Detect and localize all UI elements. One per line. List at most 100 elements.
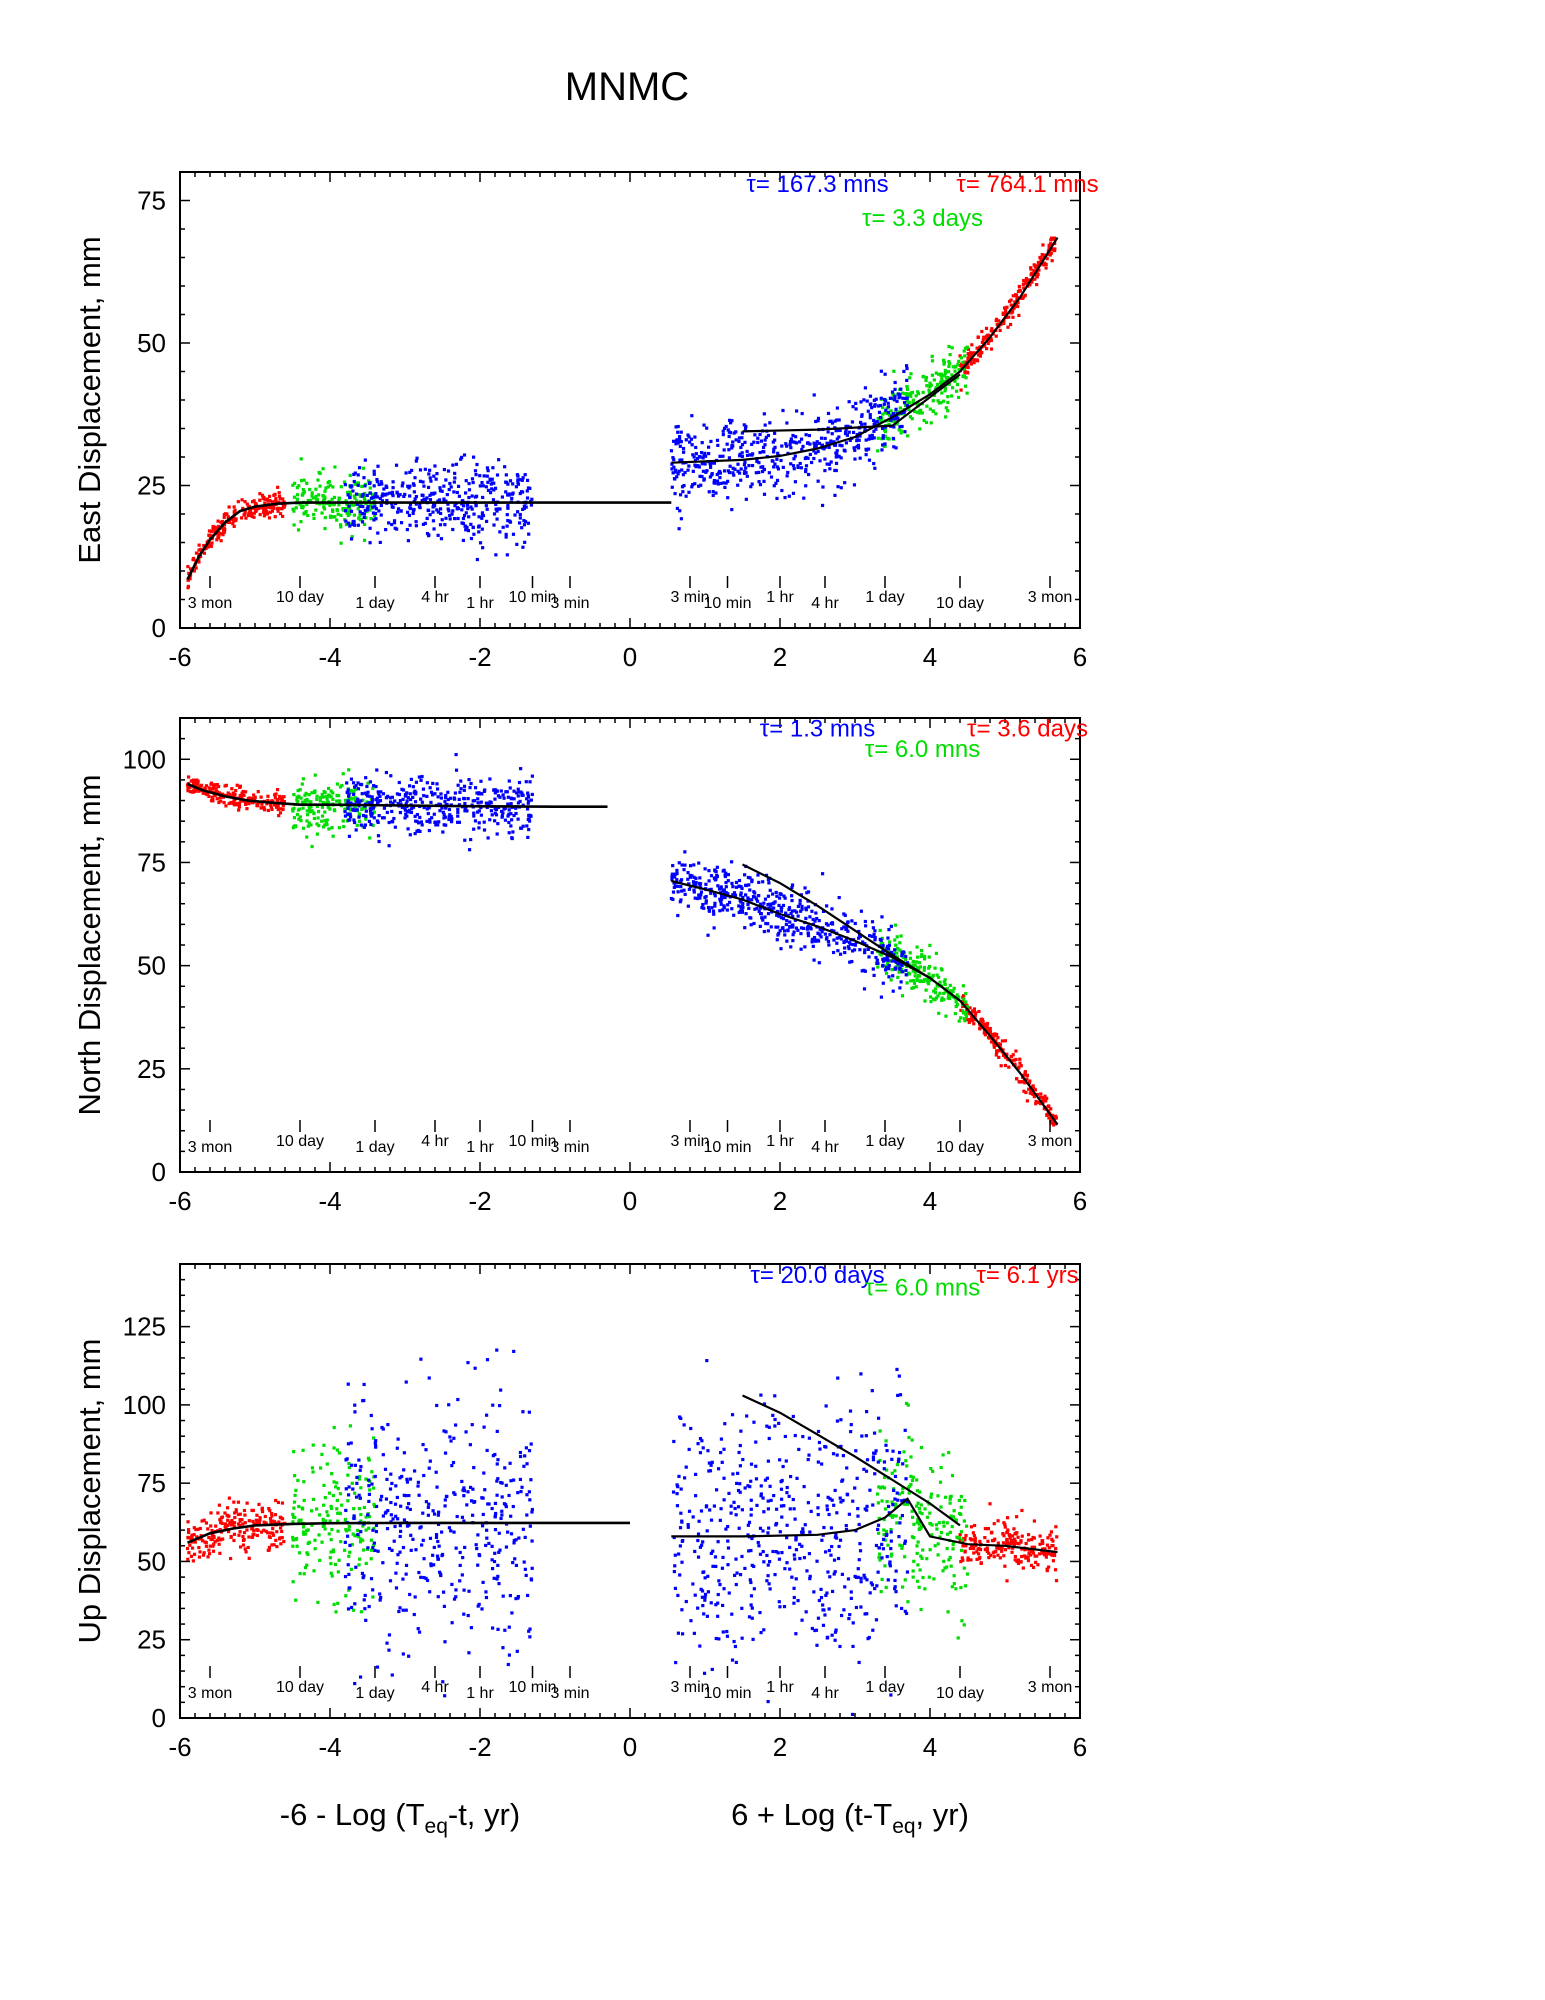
data-point <box>279 1526 283 1530</box>
data-point <box>1052 1123 1056 1127</box>
data-point <box>702 906 706 910</box>
data-point <box>1007 1532 1011 1537</box>
data-point <box>867 437 871 441</box>
data-point <box>414 502 418 506</box>
data-point <box>356 507 360 511</box>
data-point <box>829 439 833 443</box>
data-point <box>884 1529 888 1534</box>
data-point <box>902 410 906 414</box>
data-point <box>1022 286 1027 290</box>
data-point <box>334 1485 338 1489</box>
data-point <box>873 929 877 933</box>
data-point <box>417 775 422 779</box>
data-point <box>525 824 529 828</box>
data-point <box>743 460 747 464</box>
data-point <box>301 1448 305 1452</box>
data-point <box>927 972 931 976</box>
data-point <box>814 444 818 448</box>
data-point <box>992 1522 996 1526</box>
data-point <box>1035 275 1039 279</box>
data-point <box>516 817 520 821</box>
data-point <box>298 815 302 819</box>
data-point <box>376 464 380 468</box>
data-point <box>784 922 788 927</box>
data-point <box>466 507 470 511</box>
data-point <box>855 439 859 443</box>
data-point <box>474 472 478 477</box>
data-point <box>408 470 412 474</box>
data-point <box>336 1519 340 1523</box>
data-point <box>431 492 435 496</box>
data-point <box>207 533 211 537</box>
data-point <box>390 1548 394 1552</box>
data-point <box>919 979 923 984</box>
data-point <box>269 805 273 809</box>
data-point <box>310 844 314 849</box>
data-point <box>304 510 308 514</box>
data-point <box>473 469 478 473</box>
data-point <box>935 983 939 988</box>
data-point <box>911 398 915 402</box>
data-point <box>1031 1092 1035 1096</box>
data-point <box>692 875 696 879</box>
data-point <box>318 471 322 475</box>
data-point <box>846 929 850 933</box>
data-point <box>453 516 457 521</box>
data-point <box>929 1467 933 1471</box>
data-point <box>262 805 266 810</box>
data-point <box>414 524 418 528</box>
data-point <box>993 1042 998 1047</box>
data-point <box>463 802 467 806</box>
data-point <box>247 1519 251 1523</box>
data-point <box>876 416 880 421</box>
data-point <box>472 814 476 818</box>
data-point <box>858 434 862 438</box>
data-point <box>927 390 932 394</box>
data-point <box>933 1544 937 1548</box>
data-point <box>713 869 717 873</box>
data-point <box>707 451 711 456</box>
data-point <box>934 951 939 955</box>
data-point <box>226 1514 230 1518</box>
data-point <box>447 817 451 822</box>
data-point <box>899 431 903 435</box>
data-point <box>993 1034 997 1038</box>
data-point <box>1038 255 1042 260</box>
data-point <box>461 1488 465 1492</box>
data-point <box>1011 294 1015 298</box>
data-point <box>719 481 723 485</box>
data-point <box>378 496 382 501</box>
data-point <box>434 477 438 481</box>
data-point <box>186 1536 191 1540</box>
data-point <box>947 370 951 374</box>
data-point <box>696 464 700 468</box>
data-point <box>686 433 690 437</box>
data-point <box>1002 321 1006 325</box>
data-point <box>893 1469 897 1473</box>
data-point <box>379 503 383 508</box>
data-point <box>362 522 367 527</box>
data-point <box>781 465 785 469</box>
data-point <box>291 1535 295 1540</box>
data-point <box>530 497 534 501</box>
data-point <box>465 503 470 507</box>
data-point <box>758 924 762 928</box>
data-point <box>480 527 484 531</box>
data-point <box>197 1545 201 1550</box>
data-point <box>369 812 373 816</box>
data-point <box>815 916 819 921</box>
data-point <box>226 515 230 520</box>
data-point <box>524 780 528 784</box>
data-point <box>889 1554 893 1558</box>
data-point <box>302 478 306 482</box>
data-point <box>704 901 708 905</box>
data-point <box>907 392 911 396</box>
data-point <box>188 1543 192 1547</box>
data-point <box>912 1522 916 1526</box>
data-point <box>271 1533 276 1537</box>
data-point <box>881 981 885 985</box>
data-point <box>202 1551 206 1555</box>
data-point <box>486 469 490 473</box>
data-point <box>337 794 341 798</box>
data-point <box>815 440 819 444</box>
